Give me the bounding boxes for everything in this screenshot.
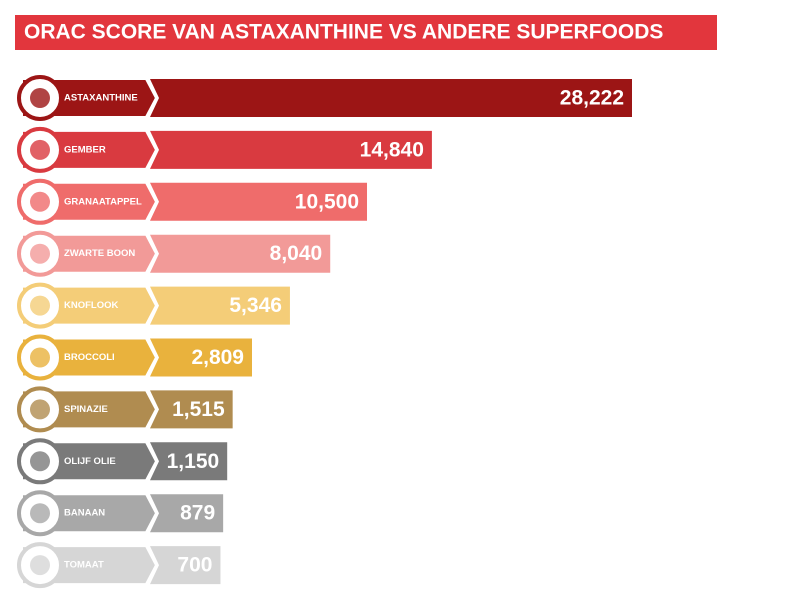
icon (30, 503, 50, 524)
bar (150, 390, 233, 429)
value-label: 5,346 (229, 294, 282, 317)
value-label: 1,515 (172, 398, 225, 421)
category-label: OLIJF OLIE (64, 456, 116, 467)
category-label: ZWARTE BOON (64, 248, 135, 259)
icon (30, 243, 50, 264)
value-label: 2,809 (191, 346, 244, 369)
category-label: GEMBER (64, 144, 106, 155)
bar (150, 79, 632, 117)
value-label: 1,150 (167, 450, 220, 473)
value-label: 14,840 (360, 138, 424, 161)
bar (150, 286, 290, 325)
bar (150, 234, 331, 273)
bar (150, 442, 228, 481)
bar (150, 182, 368, 221)
bar (150, 494, 224, 533)
category-label: BROCCOLI (64, 352, 115, 363)
bar (150, 338, 253, 377)
icon (30, 191, 50, 212)
category-label: BANAAN (64, 508, 105, 519)
icon (30, 295, 50, 316)
bar (150, 130, 432, 169)
bar (150, 546, 221, 585)
value-label: 700 (177, 554, 212, 577)
title-box (15, 15, 717, 50)
icon (30, 399, 50, 420)
icon (30, 88, 50, 108)
value-label: 879 (180, 502, 215, 525)
category-label: SPINAZIE (64, 404, 108, 415)
icon (30, 347, 50, 368)
category-label: TOMAAT (64, 560, 104, 571)
value-label: 10,500 (295, 190, 359, 213)
icon (30, 451, 50, 472)
icon (30, 139, 50, 160)
value-label: 8,040 (270, 242, 323, 265)
value-label: 28,222 (560, 87, 624, 110)
category-label: KNOFLOOK (64, 300, 118, 311)
icon (30, 555, 50, 576)
chart-title: ORAC SCORE VAN ASTAXANTHINE VS ANDERE SU… (24, 21, 663, 44)
category-label: GRANAATAPPEL (64, 196, 142, 207)
category-label: ASTAXANTHINE (64, 93, 138, 104)
